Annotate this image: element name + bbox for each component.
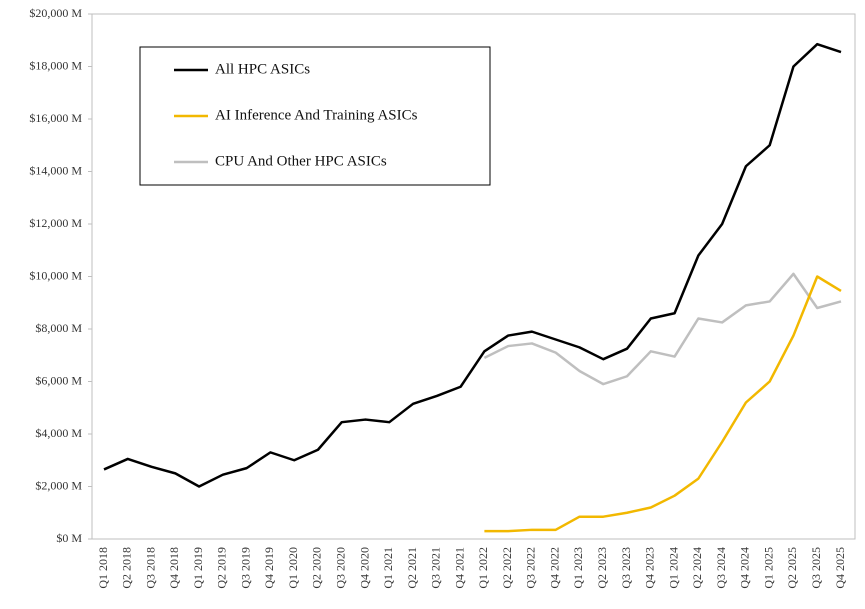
x-tick-label: Q3 2018 xyxy=(143,547,157,589)
x-tick-label: Q2 2023 xyxy=(595,547,609,589)
x-tick-label: Q2 2018 xyxy=(120,547,134,589)
legend-label: CPU And Other HPC ASICs xyxy=(215,153,387,169)
y-tick-label: $6,000 M xyxy=(35,373,82,387)
series-line xyxy=(103,42,842,488)
x-tick-label: Q3 2025 xyxy=(809,547,823,589)
y-tick-label: $10,000 M xyxy=(29,268,82,282)
x-tick-label: Q2 2020 xyxy=(310,547,324,589)
x-tick-label: Q2 2024 xyxy=(690,547,704,589)
y-tick-label: $2,000 M xyxy=(35,478,82,492)
legend-label: All HPC ASICs xyxy=(215,61,310,77)
x-tick-label: Q2 2022 xyxy=(500,547,514,589)
x-tick-label: Q4 2020 xyxy=(357,547,371,589)
y-tick-label: $20,000 M xyxy=(29,6,82,20)
x-tick-label: Q3 2019 xyxy=(238,547,252,589)
x-tick-label: Q1 2022 xyxy=(476,547,490,589)
x-tick-label: Q4 2024 xyxy=(738,547,752,589)
y-tick-label: $12,000 M xyxy=(29,216,82,230)
y-tick-label: $16,000 M xyxy=(29,111,82,125)
x-tick-label: Q2 2019 xyxy=(215,547,229,589)
x-tick-label: Q4 2023 xyxy=(643,547,657,589)
y-tick-label: $8,000 M xyxy=(35,321,82,335)
x-tick-label: Q3 2023 xyxy=(619,547,633,589)
legend-label: AI Inference And Training ASICs xyxy=(215,107,418,123)
y-tick-label: $18,000 M xyxy=(29,58,82,72)
x-tick-label: Q4 2022 xyxy=(547,547,561,589)
x-tick-label: Q4 2019 xyxy=(262,547,276,589)
x-tick-label: Q3 2024 xyxy=(714,547,728,589)
x-tick-label: Q1 2018 xyxy=(96,547,110,589)
x-tick-label: Q1 2019 xyxy=(191,547,205,589)
x-tick-label: Q2 2025 xyxy=(785,547,799,589)
y-tick-label: $0 M xyxy=(56,531,82,545)
y-tick-label: $14,000 M xyxy=(29,163,82,177)
x-tick-label: Q4 2021 xyxy=(452,547,466,589)
x-tick-label: Q4 2025 xyxy=(833,547,847,589)
x-tick-label: Q1 2024 xyxy=(666,547,680,589)
x-tick-label: Q3 2022 xyxy=(524,547,538,589)
x-tick-label: Q1 2021 xyxy=(381,547,395,589)
series-line xyxy=(484,275,842,533)
x-tick-label: Q3 2021 xyxy=(429,547,443,589)
series-line xyxy=(483,272,842,386)
y-tick-label: $4,000 M xyxy=(35,426,82,440)
x-tick-label: Q1 2020 xyxy=(286,547,300,589)
x-tick-label: Q1 2023 xyxy=(571,547,585,589)
x-tick-label: Q3 2020 xyxy=(333,547,347,589)
x-tick-label: Q2 2021 xyxy=(405,547,419,589)
x-tick-label: Q1 2025 xyxy=(761,547,775,589)
x-tick-label: Q4 2018 xyxy=(167,547,181,589)
